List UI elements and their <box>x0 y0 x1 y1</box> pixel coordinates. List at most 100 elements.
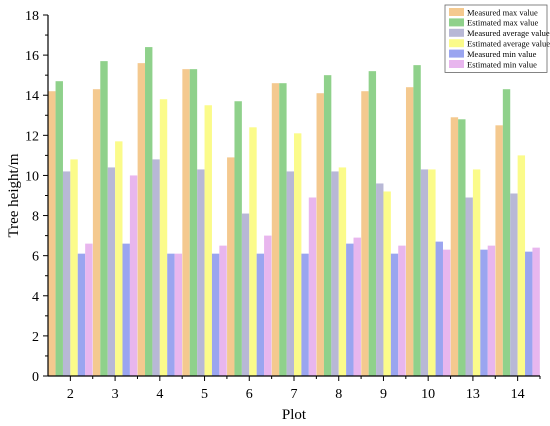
legend-label: Measured average value <box>467 28 550 38</box>
bar <box>159 99 168 376</box>
x-tick-label: 8 <box>335 387 342 402</box>
bar <box>219 245 227 376</box>
bar <box>77 253 86 376</box>
y-tick-label: 18 <box>25 9 39 24</box>
x-tick-label: 14 <box>511 387 525 402</box>
bar <box>495 125 503 376</box>
bar <box>383 191 391 376</box>
legend-label: Estimated average value <box>467 39 550 49</box>
bar <box>405 87 414 376</box>
bar <box>115 141 123 376</box>
bar <box>189 69 198 377</box>
bar <box>465 197 473 376</box>
bar <box>182 69 190 377</box>
x-tick-label: 4 <box>156 387 163 402</box>
bar <box>62 171 71 376</box>
bar <box>525 251 533 376</box>
y-tick-label: 0 <box>32 370 39 385</box>
bar <box>107 167 116 376</box>
bar <box>174 253 183 376</box>
bar <box>92 89 101 376</box>
y-axis-title: Tree height/m <box>6 153 22 237</box>
bar <box>100 61 108 376</box>
bar <box>338 167 347 376</box>
bar <box>502 89 511 376</box>
bar <box>346 243 354 376</box>
x-tick-label: 7 <box>291 387 298 402</box>
bar <box>480 249 488 376</box>
bar <box>450 117 459 377</box>
bar <box>70 159 78 376</box>
y-tick-label: 8 <box>32 210 39 225</box>
y-tick-label: 4 <box>32 290 39 305</box>
x-tick-label: 6 <box>246 387 253 402</box>
bar <box>390 253 399 376</box>
bar <box>458 119 466 377</box>
y-tick-label: 12 <box>25 129 39 144</box>
legend-label: Measured max value <box>467 7 538 17</box>
bar <box>301 253 309 376</box>
bar <box>137 63 146 377</box>
bar <box>234 101 242 376</box>
y-tick-label: 16 <box>25 49 39 64</box>
legend-label: Measured min value <box>467 49 537 59</box>
bar <box>331 171 339 376</box>
bar <box>413 65 421 376</box>
bar <box>286 171 294 376</box>
bar <box>204 105 212 376</box>
bar <box>152 159 160 376</box>
bar <box>510 193 518 376</box>
x-axis-title: Plot <box>282 407 307 423</box>
legend-swatch <box>449 28 464 37</box>
bar <box>428 169 436 376</box>
bar <box>316 93 324 376</box>
bar <box>197 169 205 376</box>
bar <box>398 245 406 376</box>
bar <box>472 169 481 376</box>
bar <box>361 91 369 376</box>
bar <box>264 235 272 376</box>
bar <box>435 241 443 376</box>
y-tick-label: 2 <box>32 330 39 345</box>
bar <box>167 253 175 376</box>
legend-label: Estimated min value <box>467 59 537 69</box>
bar <box>532 247 540 376</box>
y-tick-label: 14 <box>25 89 39 104</box>
bar <box>145 47 153 376</box>
legend-swatch <box>449 39 464 48</box>
bar <box>129 175 138 376</box>
bar <box>517 155 526 376</box>
bar <box>487 245 496 376</box>
bar <box>249 127 257 376</box>
bars-group <box>48 47 540 377</box>
legend-swatch <box>449 18 464 27</box>
bar <box>376 183 384 376</box>
y-tick-label: 10 <box>25 169 39 184</box>
bar <box>323 75 332 377</box>
x-tick-label: 9 <box>380 387 387 402</box>
bar <box>294 133 302 376</box>
bar <box>308 197 317 376</box>
x-tick-label: 13 <box>466 387 480 402</box>
y-axis-ticks: 0 2 4 6 8 10 12 14 16 18 <box>25 9 48 385</box>
bar <box>48 91 56 376</box>
legend-swatch <box>449 60 464 68</box>
bar <box>420 169 429 376</box>
legend-label: Estimated max value <box>467 18 539 28</box>
bar <box>353 237 361 376</box>
y-tick-label: 6 <box>32 250 39 265</box>
bar <box>442 249 451 376</box>
x-tick-label: 3 <box>112 387 119 402</box>
bar <box>279 83 287 376</box>
legend-swatch <box>449 49 464 58</box>
bar <box>368 71 377 377</box>
x-axis-ticks: 2 3 4 5 6 7 8 9 10 13 14 <box>67 376 541 402</box>
x-tick-label: 2 <box>67 387 74 402</box>
bar <box>55 81 63 376</box>
x-tick-label: 5 <box>201 387 208 402</box>
bar <box>227 157 235 376</box>
bar <box>85 243 93 376</box>
bar <box>271 83 280 376</box>
